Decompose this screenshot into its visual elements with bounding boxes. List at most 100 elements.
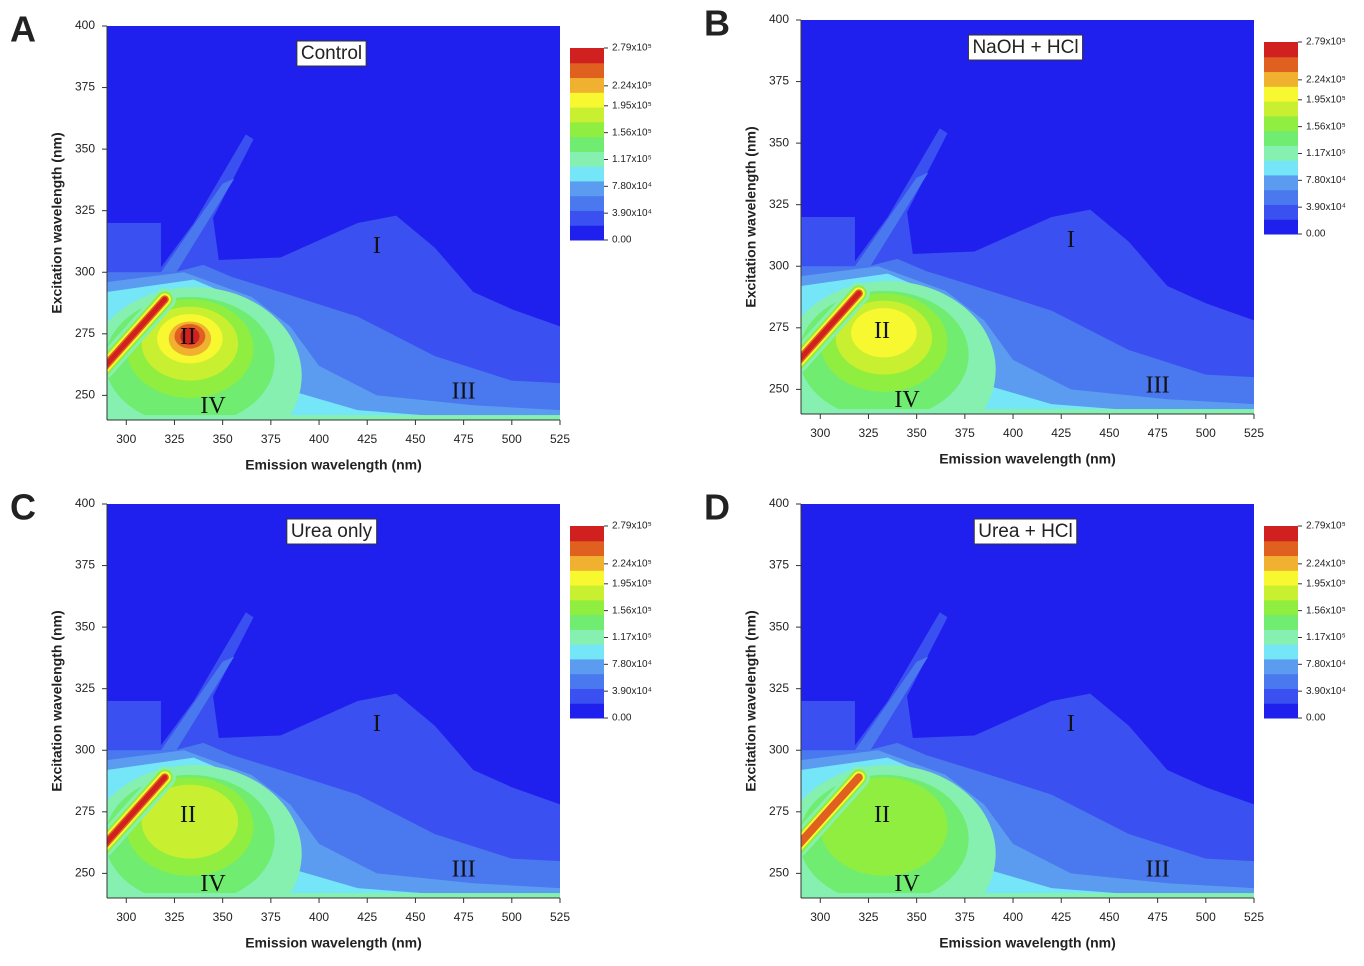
- colorbar-band: [1264, 570, 1298, 586]
- colorbar-tick-label: 1.17x10⁵: [612, 632, 652, 643]
- colorbar-tick-label: 2.24x10⁵: [612, 558, 652, 569]
- colorbar-band: [570, 77, 604, 93]
- x-axis-label: Emission wavelength (nm): [245, 935, 422, 951]
- contour-band: [160, 178, 235, 273]
- region-label: III: [452, 856, 476, 882]
- colorbar-band: [570, 62, 604, 79]
- y-tick-label: 250: [769, 866, 789, 880]
- x-axis-label: Emission wavelength (nm): [245, 457, 422, 473]
- region-label: II: [180, 802, 196, 828]
- colorbar-band: [1264, 644, 1298, 660]
- x-tick-label: 300: [116, 910, 136, 924]
- x-tick-label: 300: [810, 910, 830, 924]
- colorbar-tick-label: 1.56x10⁵: [612, 127, 652, 138]
- contour-band: [180, 327, 200, 345]
- y-tick-label: 400: [769, 12, 789, 26]
- region-label: II: [874, 802, 890, 828]
- colorbar-tick-label: 1.17x10⁵: [612, 154, 652, 165]
- contour-band: [801, 773, 863, 848]
- contour-area: [107, 504, 560, 898]
- colorbar-band: [1264, 658, 1298, 675]
- title-box: [967, 34, 1084, 61]
- colorbar-band: [1264, 204, 1298, 220]
- colorbar-band: [570, 195, 604, 211]
- colorbar-tick-label: 0.00: [612, 713, 632, 724]
- y-tick-label: 375: [769, 74, 789, 88]
- x-tick-label: 400: [1003, 426, 1023, 440]
- region-label: IV: [894, 387, 920, 413]
- colorbar-tick-label: 1.17x10⁵: [1306, 632, 1346, 643]
- x-tick-label: 500: [1196, 426, 1216, 440]
- x-axis-label: Emission wavelength (nm): [939, 935, 1116, 951]
- colorbar-tick-label: 3.90x10⁴: [612, 686, 652, 697]
- colorbar-tick-label: 1.95x10⁵: [1306, 94, 1346, 105]
- contour-band: [801, 409, 1254, 414]
- x-tick-label: 400: [309, 910, 329, 924]
- x-tick-label: 350: [213, 910, 233, 924]
- region-label: I: [1067, 711, 1075, 737]
- x-tick-label: 450: [405, 910, 425, 924]
- colorbar-band: [570, 585, 604, 601]
- colorbar-band: [1264, 703, 1298, 719]
- panel: A 300 325 350 375 400 425 450 475 500 525 250 275 300…: [10, 9, 652, 473]
- colorbar-tick-label: 1.95x10⁵: [1306, 578, 1346, 589]
- colorbar-tick-label: 3.90x10⁴: [1306, 202, 1346, 213]
- colorbar-band: [570, 555, 604, 571]
- x-tick-label: 525: [550, 432, 570, 446]
- x-tick-label: 475: [454, 432, 474, 446]
- y-tick-label: 250: [769, 382, 789, 396]
- colorbar-tick-label: 1.56x10⁵: [612, 605, 652, 616]
- x-tick-label: 425: [1051, 426, 1071, 440]
- colorbar-band: [570, 688, 604, 704]
- region-label: IV: [894, 871, 920, 897]
- x-tick-label: 475: [454, 910, 474, 924]
- x-tick-label: 350: [907, 426, 927, 440]
- x-tick-label: 525: [550, 910, 570, 924]
- region-label: II: [180, 324, 196, 350]
- colorbar-tick-label: 7.80x10⁴: [612, 659, 652, 670]
- y-axis-label: Excitation wavelength (nm): [49, 610, 65, 791]
- colorbar-band: [570, 225, 604, 241]
- y-tick-label: 325: [769, 197, 789, 211]
- colorbar-tick-label: 2.24x10⁵: [1306, 74, 1346, 85]
- colorbar-band: [1264, 688, 1298, 704]
- region-label: III: [452, 378, 476, 404]
- colorbar-band: [570, 151, 604, 167]
- x-tick-label: 350: [907, 910, 927, 924]
- x-tick-label: 375: [955, 426, 975, 440]
- x-tick-label: 525: [1244, 426, 1264, 440]
- colorbar-band: [570, 629, 604, 645]
- colorbar-tick-label: 7.80x10⁴: [1306, 659, 1346, 670]
- colorbar-band: [1264, 145, 1298, 161]
- x-tick-label: 375: [261, 432, 281, 446]
- panel-letter: B: [704, 3, 730, 44]
- region-label: IV: [200, 871, 226, 897]
- chart-title: Control: [301, 43, 362, 64]
- y-tick-label: 300: [75, 264, 95, 278]
- contour-band: [854, 172, 929, 267]
- contour-area: [801, 20, 1254, 414]
- colorbar-tick-label: 7.80x10⁴: [1306, 175, 1346, 186]
- x-tick-label: 425: [357, 910, 377, 924]
- y-tick-label: 350: [75, 619, 95, 633]
- colorbar-band: [1264, 71, 1298, 87]
- region-label: III: [1146, 372, 1170, 398]
- contour-area: [107, 26, 560, 420]
- x-tick-label: 375: [955, 910, 975, 924]
- region-label: I: [373, 233, 381, 259]
- colorbar-tick-label: 2.79x10⁵: [612, 521, 652, 532]
- colorbar-tick-label: 2.24x10⁵: [612, 80, 652, 91]
- x-tick-label: 400: [309, 432, 329, 446]
- panel: C 300 325 350 375 400 425 450 475 500 525 250 275 300…: [10, 487, 652, 951]
- colorbar-tick-label: 2.79x10⁵: [1306, 521, 1346, 532]
- colorbar-band: [1264, 160, 1298, 176]
- contour-band: [107, 415, 560, 420]
- contour-band: [820, 777, 948, 876]
- x-tick-label: 325: [858, 426, 878, 440]
- y-tick-label: 350: [769, 619, 789, 633]
- y-tick-label: 400: [75, 18, 95, 32]
- colorbar-band: [570, 644, 604, 660]
- colorbar-band: [1264, 629, 1298, 645]
- colorbar-band: [1264, 219, 1298, 235]
